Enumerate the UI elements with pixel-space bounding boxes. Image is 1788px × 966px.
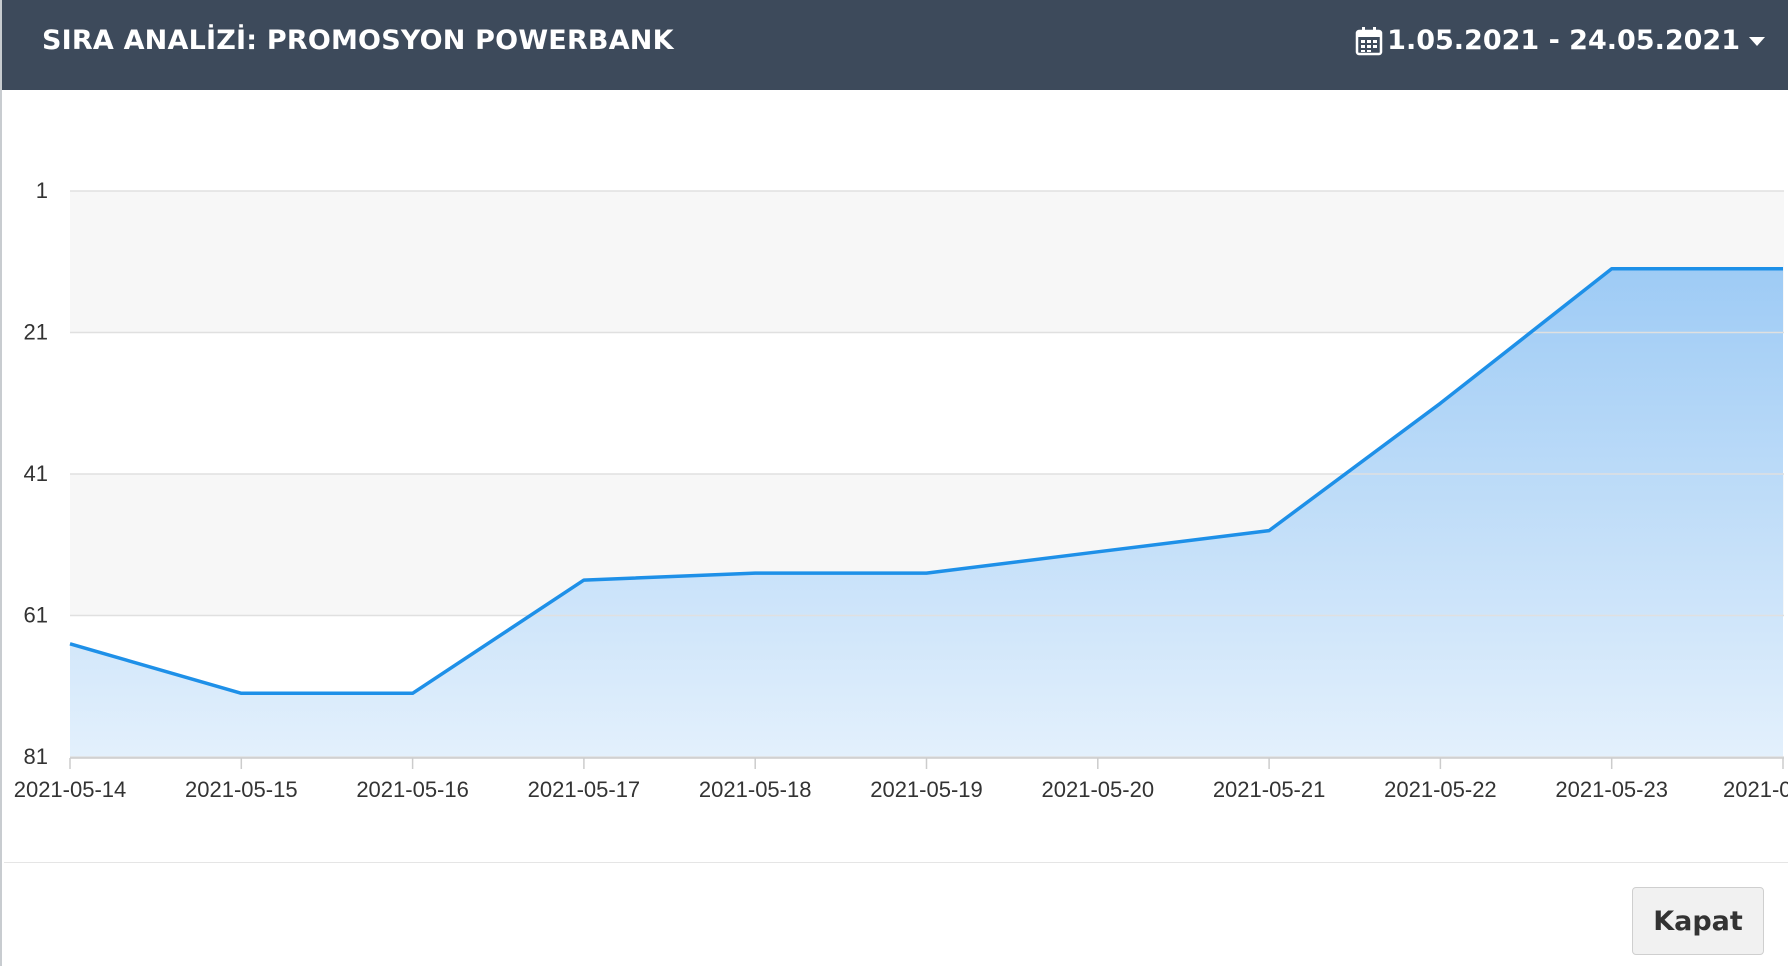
close-button[interactable]: Kapat (1632, 887, 1764, 955)
y-tick-label: 41 (24, 461, 48, 486)
x-tick-label: 2021-05-16 (356, 777, 469, 802)
series-area (70, 268, 1783, 757)
x-tick-label: 2021-05-18 (699, 777, 812, 802)
y-tick-label: 21 (24, 320, 48, 345)
rank-chart-svg: 1 21 41 61 81 2021-05-14 2021-05-15 2021-05-16 2… (14, 178, 1788, 802)
y-tick-label: 81 (24, 744, 48, 769)
date-range-picker[interactable]: 1.05.2021 - 24.05.2021 (1355, 25, 1766, 56)
x-tick-label: 2021-05-21 (1213, 777, 1326, 802)
x-tick-label: 2021-05-22 (1384, 777, 1497, 802)
y-tick-label: 61 (24, 603, 48, 628)
series-line (69, 267, 1783, 696)
x-tick-label: 2021-05-19 (870, 777, 983, 802)
x-tick-label: 2021-05-23 (1555, 777, 1668, 802)
x-tick-label: 2021-05-17 (528, 777, 641, 802)
modal-header: SIRA ANALİZİ: PROMOSYON POWERBANK 1.05.2… (2, 0, 1788, 90)
calendar-icon (1355, 26, 1383, 55)
modal-title: SIRA ANALİZİ: PROMOSYON POWERBANK (42, 25, 674, 56)
x-tick-label: 2021-0 (1723, 777, 1788, 802)
y-tick-label: 1 (36, 178, 48, 203)
x-tick-label: 2021-05-20 (1042, 777, 1155, 802)
date-range-text: 1.05.2021 - 24.05.2021 (1387, 25, 1740, 56)
x-tick-label: 2021-05-14 (14, 777, 127, 802)
plot-band (70, 191, 1784, 333)
footer-divider (4, 862, 1788, 863)
x-tick-label: 2021-05-15 (185, 777, 298, 802)
caret-down-icon (1749, 36, 1765, 46)
rank-chart: 1 21 41 61 81 2021-05-14 2021-05-15 2021-05-16 2… (2, 90, 1788, 862)
